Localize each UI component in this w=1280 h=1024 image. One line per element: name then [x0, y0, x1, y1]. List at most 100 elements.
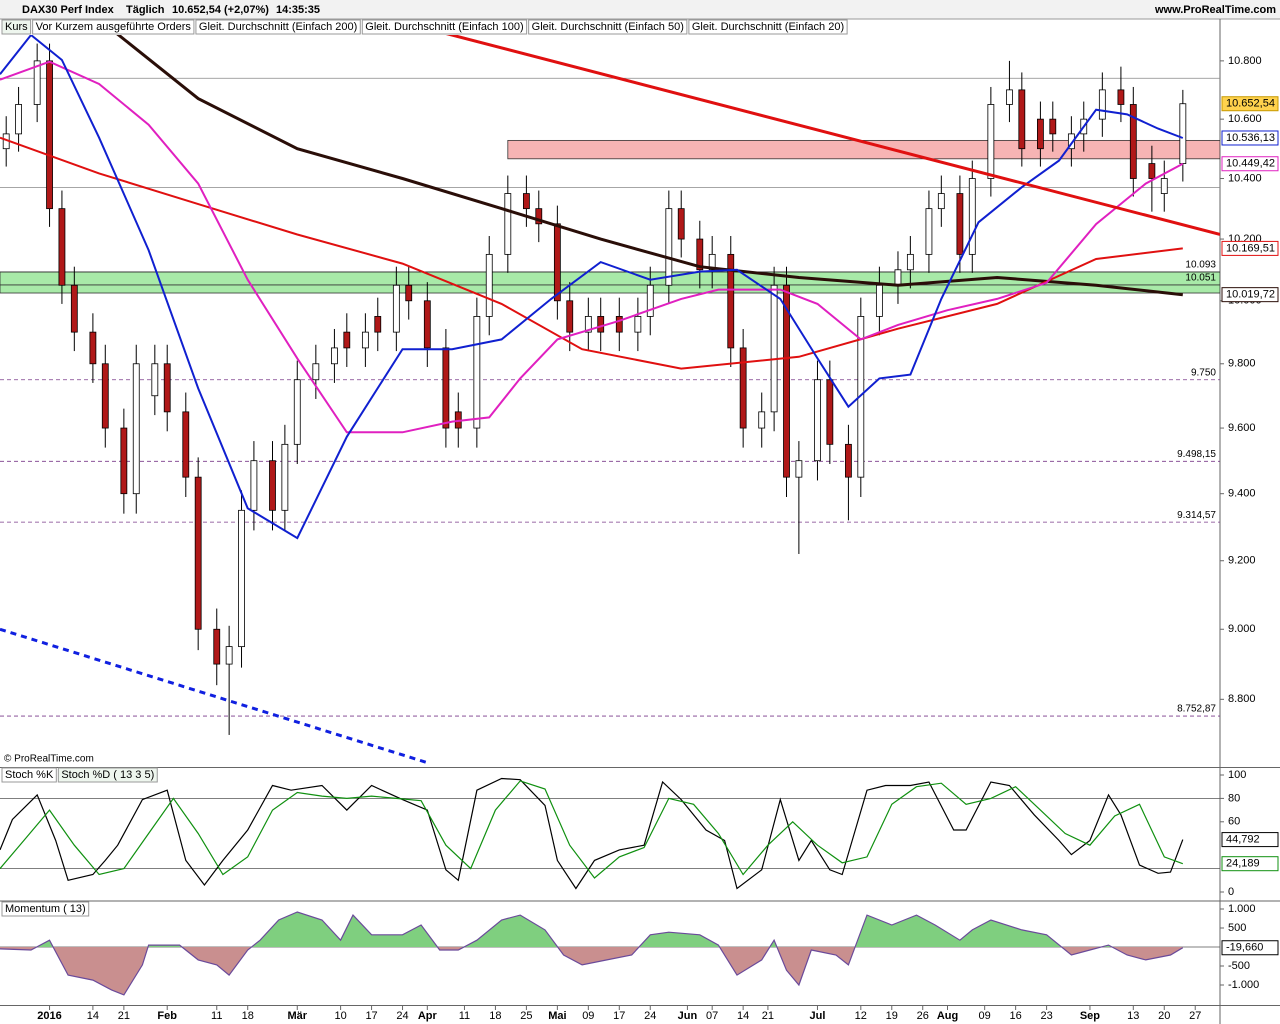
candle-body	[770, 284, 778, 413]
candle-body	[758, 411, 766, 429]
legend-box	[528, 19, 688, 35]
x-tick-label: Mai	[548, 1010, 566, 1022]
horizontal-line-label: 9.314,57	[1177, 510, 1216, 521]
candle-body	[1067, 133, 1075, 150]
candle-body	[553, 223, 561, 302]
candle-body	[405, 284, 413, 302]
x-tick-label: Jul	[810, 1010, 826, 1022]
candle-body	[423, 300, 431, 349]
y-tick-label: 80	[1228, 792, 1240, 804]
y-tick-label: 9.400	[1228, 488, 1256, 500]
candle-body	[374, 316, 382, 333]
candle-body	[987, 104, 995, 179]
candle-body	[33, 60, 41, 105]
candle-body	[925, 208, 933, 255]
candle-body	[584, 316, 592, 333]
candle-body	[1098, 89, 1106, 120]
candle-body	[89, 331, 97, 365]
x-tick-label: 12	[855, 1010, 867, 1022]
price-box-label: 10.169,51	[1226, 242, 1275, 254]
candle-body	[331, 347, 338, 365]
price-box	[1221, 240, 1279, 256]
instrument-title: DAX30 Perf Index	[22, 4, 115, 16]
horizontal-line-label: 8.752,87	[1177, 704, 1216, 715]
zone	[0, 271, 1220, 294]
legend-box	[688, 19, 848, 35]
candle-body	[795, 460, 803, 478]
area-positive	[0, 912, 1183, 947]
x-tick-label: 24	[644, 1010, 656, 1022]
trend-line	[445, 35, 1220, 236]
legends: Kurs Vor Kurzem ausgeführte Orders Gleit. …	[1, 19, 848, 917]
legend-entry: Vor Kurzem ausgeführte Orders	[36, 21, 192, 33]
candle-body	[826, 379, 834, 445]
candle-body	[15, 104, 22, 135]
x-tick-label: 21	[118, 1010, 130, 1022]
candle-body	[163, 363, 171, 413]
candle-body	[634, 316, 642, 333]
x-tick-label: 27	[1189, 1010, 1201, 1022]
price-box	[1221, 156, 1279, 172]
source: www.ProRealTime.com	[1154, 4, 1276, 16]
momentum-plot	[0, 911, 1220, 996]
legend-box	[1, 901, 90, 917]
x-tick-label: 25	[520, 1010, 532, 1022]
price-box-label: 44,792	[1226, 833, 1260, 845]
candle-body	[814, 379, 821, 462]
candle-body	[132, 363, 140, 495]
price-box	[1221, 940, 1279, 956]
x-tick-label: 26	[917, 1010, 929, 1022]
candle-body	[1037, 118, 1044, 150]
candle-body	[250, 460, 258, 511]
series-line	[0, 780, 1184, 879]
y-tick-label: 9.800	[1228, 358, 1256, 370]
candle-body	[46, 60, 53, 210]
candle-body	[151, 363, 159, 397]
y-tick-label: 60	[1228, 816, 1240, 828]
candle-body	[504, 193, 512, 255]
x-tick-label: 11	[459, 1010, 470, 1022]
candle-body	[1049, 118, 1057, 135]
legend-box	[1, 19, 32, 35]
y-tick-label: 100	[1228, 769, 1246, 781]
series-line	[0, 911, 1184, 996]
candle-body	[937, 193, 945, 210]
x-tick-label: 17	[613, 1010, 625, 1022]
candle-body	[269, 460, 276, 511]
y-tick-label: 9.000	[1228, 623, 1256, 635]
candle-body	[783, 284, 790, 478]
candle-body	[225, 646, 233, 665]
price-box-label: -19,660	[1226, 942, 1263, 954]
price-box-label: 10.449,42	[1226, 158, 1275, 170]
x-tick-label: Jun	[678, 1010, 698, 1022]
series-line	[116, 35, 1183, 297]
candle-body	[1018, 89, 1026, 150]
legend-box	[32, 19, 195, 35]
series-line	[0, 136, 1183, 370]
copyright: © ProRealTime.com	[4, 754, 94, 765]
x-tick-label: 07	[706, 1010, 718, 1022]
y-tick-label: 500	[1228, 922, 1246, 934]
x-tick-label: 23	[1040, 1010, 1052, 1022]
price-box	[1221, 96, 1279, 112]
legend-entry: Gleit. Durchschnitt (Einfach 50)	[532, 21, 684, 33]
x-tick-label: 09	[979, 1010, 991, 1022]
horizontal-line-label: 9.498,15	[1177, 449, 1216, 460]
x-tick-label: 13	[1127, 1010, 1139, 1022]
price-box-label: 10.536,13	[1226, 132, 1275, 144]
candle-body	[442, 347, 450, 429]
y-tick-label: -1.000	[1228, 979, 1259, 991]
candle-body	[392, 284, 400, 333]
candle-body	[1160, 178, 1168, 194]
candle-body	[70, 284, 78, 333]
legend-entry: Momentum ( 13)	[5, 903, 86, 915]
candle-body	[522, 193, 530, 210]
legend-box	[57, 767, 158, 783]
candle-body	[535, 208, 543, 225]
x-tick-label: Apr	[418, 1010, 438, 1022]
x-tick-label: Aug	[937, 1010, 958, 1022]
x-tick-label: 21	[762, 1010, 774, 1022]
